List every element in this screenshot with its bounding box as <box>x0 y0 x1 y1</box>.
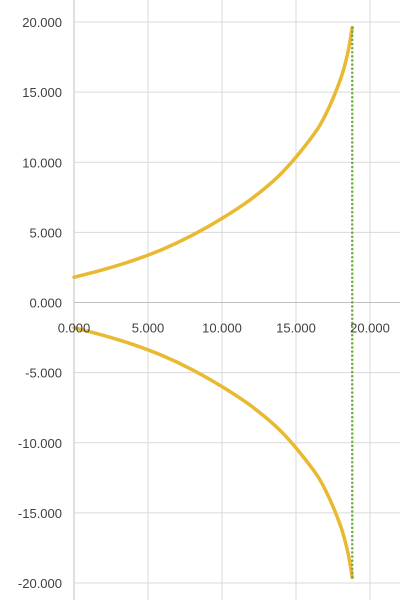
x-tick-label: 15.000 <box>276 321 316 336</box>
x-tick-label: 0.000 <box>58 321 91 336</box>
x-axis-tick-labels: 0.000 5.000 10.000 15.000 20.000 <box>58 321 390 336</box>
x-tick-label: 5.000 <box>132 321 165 336</box>
y-tick-label: -10.000 <box>18 436 62 451</box>
y-tick-label: 15.000 <box>22 85 62 100</box>
series-line-1 <box>72 25 354 280</box>
y-tick-label: -15.000 <box>18 506 62 521</box>
y-tick-label: -5.000 <box>25 366 62 381</box>
y-axis-tick-labels: 20.000 15.000 10.000 5.000 0.000 -5.000 -10.00… <box>18 15 62 591</box>
y-tick-label: 20.000 <box>22 15 62 30</box>
y-tick-label: 5.000 <box>29 225 62 240</box>
y-tick-label: -20.000 <box>18 576 62 591</box>
series-layer <box>72 25 354 580</box>
horizontal-gridlines <box>74 21 400 584</box>
y-tick-label: 10.000 <box>22 155 62 170</box>
vertical-gridlines <box>73 0 371 600</box>
x-tick-label: 10.000 <box>202 321 242 336</box>
x-tick-label: 20.000 <box>350 321 390 336</box>
y-tick-label: 0.000 <box>29 296 62 311</box>
series-line-2 <box>72 325 354 580</box>
